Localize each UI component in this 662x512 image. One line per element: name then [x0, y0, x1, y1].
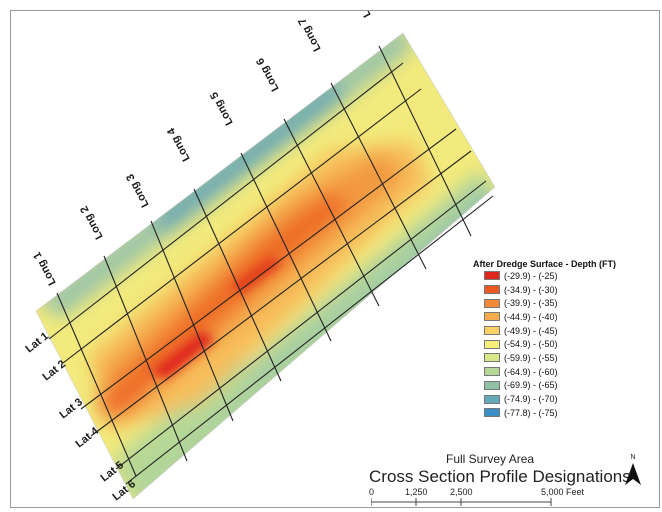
scale-label-0: 0: [369, 487, 375, 497]
legend-item: (-39.9) - (-35): [469, 296, 579, 310]
long-label-1: Long 1: [31, 250, 59, 287]
lat-line-1: [48, 62, 404, 340]
lat-lines: [48, 62, 494, 485]
legend-item: (-77.8) - (-75): [469, 406, 579, 420]
scale-bar: 0 1,250 2,500 5,000 Feet: [369, 487, 621, 507]
legend-label: (-64.9) - (-60): [504, 366, 558, 377]
long-label-4: Long 4: [165, 125, 193, 163]
legend-item: (-49.9) - (-45): [469, 324, 579, 338]
legend-swatch: [484, 367, 500, 377]
lat-label-1: Lat 1: [23, 330, 51, 355]
lat-line-6: [125, 195, 494, 485]
legend-label: (-54.9) - (-50): [504, 339, 558, 350]
legend-label: (-59.9) - (-55): [504, 352, 558, 363]
legend-swatch: [484, 394, 500, 404]
legend-item: (-59.9) - (-55): [469, 351, 579, 365]
legend-swatch: [484, 298, 500, 308]
scale-bar-graphic: [371, 498, 552, 506]
lat-line-2: [62, 88, 422, 364]
long-line-7: [330, 82, 427, 270]
scale-label-1250: 1,250: [405, 487, 428, 497]
long-label-5: Long 5: [208, 90, 236, 127]
map-frame: Long 1 Long 2 Long 3 Long 4 Long 5 Long …: [10, 10, 660, 508]
legend-label: (-77.8) - (-75): [504, 407, 558, 418]
legend-swatch: [484, 312, 500, 322]
legend-item: (-69.9) - (-65): [469, 379, 579, 393]
long-label-7: Long 7: [296, 16, 324, 53]
legend-label: (-44.9) - (-40): [504, 311, 558, 322]
legend-label: (-29.9) - (-25): [504, 270, 558, 281]
legend-item: (-34.9) - (-30): [469, 283, 579, 297]
depth-surface: [36, 33, 495, 499]
long-label-3: Long 3: [124, 172, 152, 209]
legend-swatch: [484, 408, 500, 418]
legend-item: (-64.9) - (-60): [469, 365, 579, 379]
legend-swatch: [484, 353, 500, 363]
legend-label: (-69.9) - (-65): [504, 380, 558, 391]
legend-item: (-44.9) - (-40): [469, 310, 579, 324]
long-line-6: [283, 118, 380, 307]
legend-label: (-49.9) - (-45): [504, 325, 558, 336]
legend-swatch: [484, 380, 500, 390]
legend-label: (-34.9) - (-30): [504, 284, 558, 295]
lat-line-3: [80, 128, 457, 410]
legend-swatch: [484, 339, 500, 349]
long-line-1: [56, 292, 137, 477]
legend-rows: (-29.9) - (-25) (-34.9) - (-30) (-39.9) - …: [469, 269, 579, 420]
long-label-6: Long 6: [254, 56, 282, 93]
survey-map: Long 1 Long 2 Long 3 Long 4 Long 5 Long …: [23, 11, 496, 503]
legend-swatch: [484, 285, 500, 295]
lat-line-4: [90, 150, 472, 437]
legend-title: After Dredge Surface - Depth (FT): [473, 259, 617, 269]
north-arrow-icon: N: [618, 451, 648, 491]
legend-item: (-29.9) - (-25): [469, 269, 579, 283]
long-line-4: [193, 188, 282, 382]
legend-swatch: [484, 326, 500, 336]
north-label: N: [630, 454, 635, 461]
legend-label: (-74.9) - (-70): [504, 394, 558, 405]
long-lines: [56, 45, 472, 477]
map-subtitle: Full Survey Area: [446, 452, 535, 466]
lat-line-5: [115, 180, 487, 470]
long-label-8: Long 8: [346, 11, 374, 19]
depth-legend: After Dredge Surface - Depth (FT) (-29.9…: [469, 259, 617, 420]
scale-label-2500: 2,500: [450, 487, 473, 497]
long-line-5: [240, 152, 332, 342]
long-line-2: [103, 255, 188, 462]
legend-swatch: [484, 271, 500, 281]
legend-label: (-39.9) - (-35): [504, 298, 558, 309]
long-line-3: [150, 220, 234, 422]
map-title: Cross Section Profile Designations: [369, 467, 631, 486]
lat-label-3: Lat 3: [57, 396, 85, 421]
scale-label-5000: 5,000 Feet: [541, 487, 585, 497]
legend-item: (-74.9) - (-70): [469, 392, 579, 406]
legend-item: (-54.9) - (-50): [469, 337, 579, 351]
long-label-2: Long 2: [78, 204, 106, 241]
